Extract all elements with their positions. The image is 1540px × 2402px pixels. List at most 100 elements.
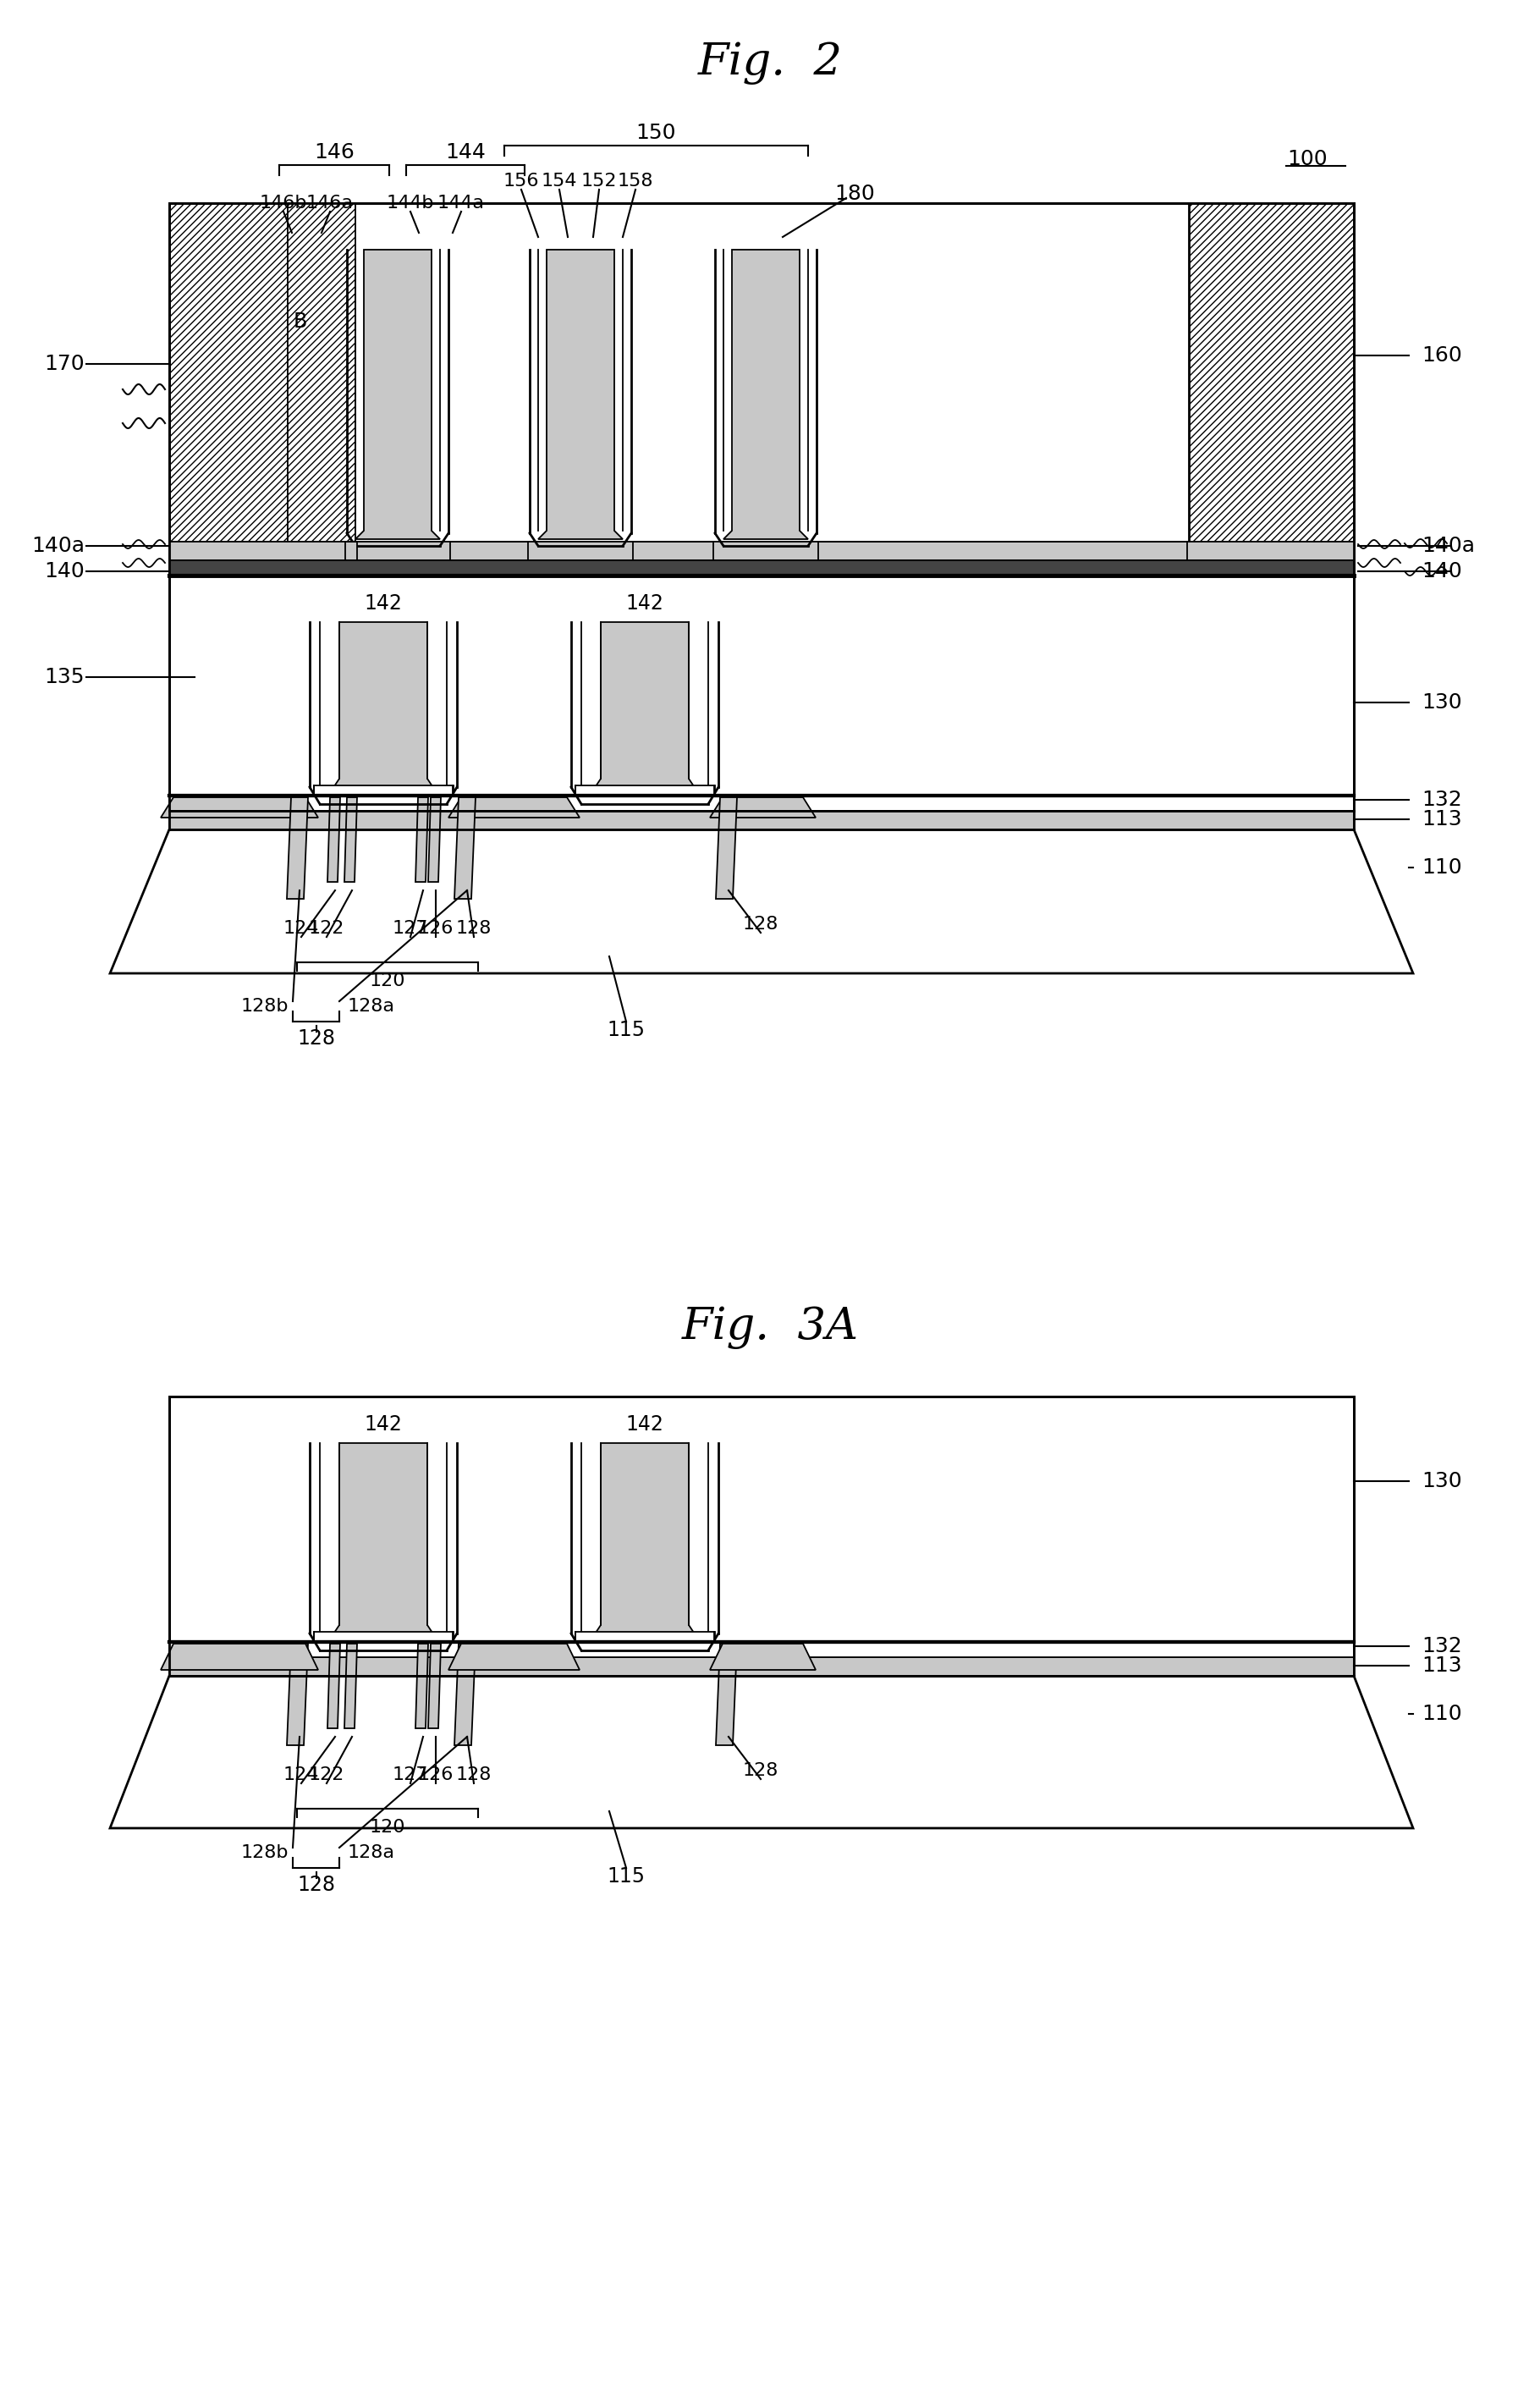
Polygon shape (169, 204, 288, 576)
Polygon shape (330, 622, 437, 795)
Text: 170: 170 (45, 353, 85, 375)
Text: 144: 144 (445, 142, 485, 163)
Bar (818, 543, 1187, 569)
Text: 127: 127 (393, 920, 428, 937)
Text: 115: 115 (607, 1866, 645, 1886)
Text: 128: 128 (297, 1028, 336, 1050)
Text: 128: 128 (297, 1874, 336, 1895)
Text: 160: 160 (1421, 346, 1461, 365)
Bar (169, 576, 1354, 795)
Text: 142: 142 (365, 1415, 402, 1434)
Text: 150: 150 (636, 123, 676, 144)
Text: 128: 128 (742, 915, 779, 932)
Bar (314, 785, 454, 795)
Text: 110: 110 (1421, 858, 1461, 877)
Text: 110: 110 (1421, 1703, 1461, 1725)
Bar (345, 543, 357, 569)
Bar (576, 785, 715, 795)
Text: 113: 113 (1421, 809, 1461, 829)
Text: 140: 140 (45, 562, 85, 581)
Bar (169, 543, 1354, 560)
Text: 115: 115 (607, 1021, 645, 1040)
Text: 130: 130 (1421, 692, 1461, 713)
Text: 132: 132 (1421, 790, 1461, 809)
Polygon shape (356, 250, 440, 538)
Text: 120: 120 (370, 1818, 405, 1835)
Polygon shape (286, 1643, 308, 1746)
Polygon shape (160, 1643, 319, 1669)
Polygon shape (109, 1677, 1414, 1828)
Text: 128b: 128b (240, 1845, 288, 1862)
Text: 132: 132 (1421, 1636, 1461, 1657)
Polygon shape (416, 797, 428, 882)
Text: 128b: 128b (240, 997, 288, 1014)
Text: 128: 128 (742, 1763, 779, 1780)
Bar (576, 1631, 715, 1643)
Polygon shape (710, 797, 816, 817)
Bar (169, 1643, 1354, 1657)
Text: 146a: 146a (306, 195, 354, 211)
Text: 128: 128 (456, 1765, 491, 1782)
Bar (169, 560, 1354, 576)
Text: 124: 124 (283, 920, 319, 937)
Polygon shape (724, 250, 809, 538)
Polygon shape (716, 1643, 738, 1746)
Polygon shape (1189, 204, 1354, 576)
Text: 126: 126 (417, 920, 454, 937)
Text: 100: 100 (1287, 149, 1327, 168)
Polygon shape (454, 797, 476, 898)
Text: 144b: 144b (387, 195, 434, 211)
Bar (169, 1657, 1354, 1677)
Text: 140a: 140a (31, 536, 85, 557)
Bar (169, 204, 1354, 543)
Text: 127: 127 (393, 1765, 428, 1782)
Text: 128a: 128a (348, 997, 396, 1014)
Text: 128a: 128a (348, 1845, 396, 1862)
Polygon shape (328, 797, 340, 882)
Text: 120: 120 (370, 973, 405, 990)
Text: 156: 156 (504, 173, 539, 190)
Polygon shape (328, 1643, 340, 1729)
Polygon shape (454, 1643, 476, 1746)
Text: 122: 122 (308, 1765, 345, 1782)
Bar (169, 812, 1354, 829)
Bar (169, 560, 1354, 576)
Polygon shape (330, 1444, 437, 1641)
Text: 128: 128 (456, 920, 491, 937)
Text: B: B (294, 312, 308, 331)
Text: 180: 180 (835, 183, 875, 204)
Polygon shape (286, 797, 308, 898)
Bar (169, 543, 1354, 560)
Polygon shape (591, 622, 699, 795)
Polygon shape (537, 250, 622, 538)
Text: 113: 113 (1421, 1655, 1461, 1677)
Bar (169, 795, 1354, 812)
Text: 142: 142 (625, 1415, 664, 1434)
Polygon shape (288, 204, 356, 576)
Text: 142: 142 (625, 593, 664, 613)
Text: 135: 135 (45, 668, 85, 687)
Text: Fig.  2: Fig. 2 (698, 41, 842, 84)
Text: 140a: 140a (1421, 536, 1475, 557)
Bar (169, 1396, 1354, 1643)
Text: 146: 146 (314, 142, 354, 163)
Polygon shape (345, 1643, 357, 1729)
Polygon shape (428, 797, 440, 882)
Polygon shape (160, 797, 319, 817)
Text: 144a: 144a (437, 195, 485, 211)
Text: Fig.  3A: Fig. 3A (682, 1307, 858, 1348)
Text: 126: 126 (417, 1765, 454, 1782)
Text: 152: 152 (581, 173, 618, 190)
Polygon shape (591, 1444, 699, 1641)
Polygon shape (109, 829, 1414, 973)
Text: 146b: 146b (260, 195, 308, 211)
Text: 154: 154 (542, 173, 578, 190)
Text: 142: 142 (365, 593, 402, 613)
Polygon shape (345, 797, 357, 882)
Text: 140: 140 (1421, 562, 1461, 581)
Polygon shape (716, 797, 738, 898)
Text: 124: 124 (283, 1765, 319, 1782)
Polygon shape (710, 1643, 816, 1669)
Polygon shape (416, 1643, 428, 1729)
Bar (314, 1631, 454, 1643)
